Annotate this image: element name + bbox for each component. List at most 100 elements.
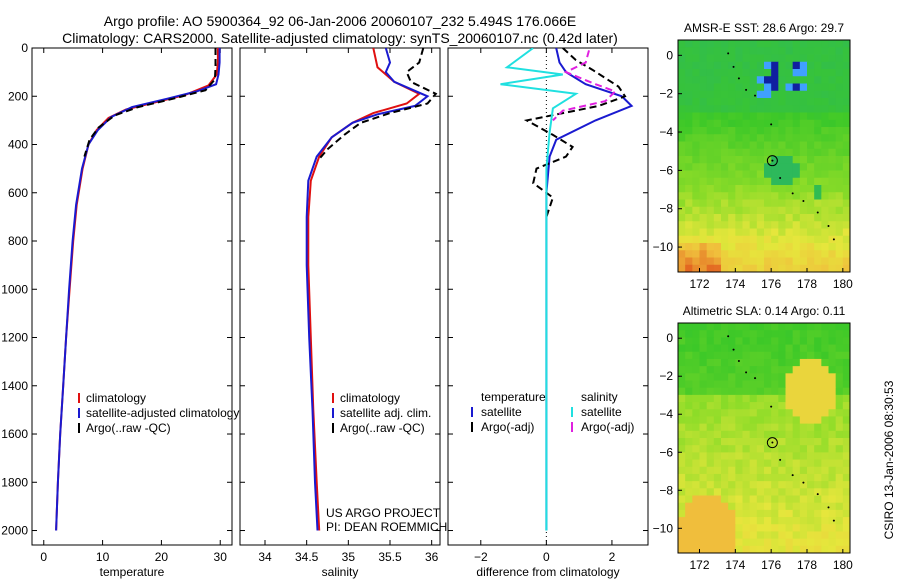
- sst-cell: [814, 235, 822, 244]
- difference-series-salinity-satellite: [500, 48, 579, 531]
- sla-cell: [778, 358, 786, 367]
- sla-cell: [678, 380, 686, 389]
- sst-cell: [678, 264, 686, 273]
- sla-cell: [792, 394, 801, 403]
- sst-cell: [807, 221, 815, 229]
- sla-cell: [721, 438, 729, 446]
- sst-cell: [692, 206, 700, 215]
- sst-cell: [807, 185, 815, 193]
- sst-cell: [828, 177, 837, 186]
- sst-cell: [756, 54, 765, 63]
- sla-cell: [721, 323, 729, 331]
- sla-cell: [778, 344, 786, 353]
- sla-cell: [771, 538, 779, 547]
- sst-track-point: [791, 192, 794, 195]
- sst-cell: [785, 243, 794, 251]
- sst-cell: [742, 257, 751, 266]
- sst-cell: [706, 105, 715, 113]
- sla-cell: [785, 330, 794, 338]
- sst-cell: [792, 243, 801, 251]
- sla-cell: [828, 380, 837, 389]
- sst-cell: [728, 134, 736, 142]
- sst-cell: [735, 250, 743, 258]
- sst-cell: [792, 228, 801, 237]
- sla-cell: [728, 323, 736, 331]
- sla-cell: [771, 430, 779, 439]
- sst-cell: [821, 228, 829, 237]
- sst-cell: [835, 177, 844, 186]
- sst-cell: [699, 69, 708, 77]
- sla-cell: [814, 524, 822, 532]
- sst-cell: [771, 69, 779, 77]
- sla-cell: [699, 509, 708, 518]
- sst-cell: [771, 40, 779, 48]
- sst-cell: [821, 264, 829, 273]
- sla-track-point: [737, 360, 740, 363]
- sla-cell: [778, 466, 786, 475]
- sla-cell: [728, 344, 736, 353]
- sst-cell: [756, 83, 765, 92]
- sst-cell: [807, 206, 815, 215]
- sst-cell: [792, 214, 801, 222]
- sst-cell: [785, 105, 794, 113]
- salinity-legend-label: Argo(..raw -QC): [340, 421, 425, 435]
- temperature-ytick-label: 600: [8, 186, 28, 200]
- sst-cell: [814, 61, 822, 70]
- sst-cell: [842, 76, 851, 84]
- temperature-ytick-label: 1600: [1, 427, 28, 441]
- sst-cell: [842, 141, 851, 150]
- sst-cell: [785, 250, 794, 258]
- sla-cell: [835, 531, 844, 540]
- sla-cell: [807, 337, 815, 346]
- sla-cell: [828, 531, 837, 540]
- sst-cell: [713, 61, 722, 70]
- sla-cell: [699, 524, 708, 532]
- sst-cell: [692, 235, 700, 244]
- sst-cell: [778, 264, 786, 273]
- sst-cell: [778, 134, 786, 142]
- sla-cell: [799, 502, 808, 511]
- sla-cell: [742, 459, 751, 468]
- sst-cell: [842, 177, 851, 186]
- difference-xtick-label: −2: [474, 550, 488, 564]
- sst-cell: [807, 199, 815, 208]
- sla-cell: [807, 538, 815, 547]
- sla-cell: [749, 387, 758, 396]
- sla-cell: [728, 351, 736, 360]
- sla-cell: [828, 358, 837, 367]
- sst-cell: [699, 192, 708, 200]
- sst-cell: [749, 83, 758, 92]
- sst-cell: [807, 112, 815, 121]
- sla-cell: [742, 351, 751, 360]
- sla-cell: [799, 337, 808, 346]
- sst-cell: [742, 163, 751, 171]
- sla-cell: [814, 394, 822, 403]
- sst-cell: [799, 250, 808, 258]
- sst-cell: [728, 90, 736, 99]
- sla-cell: [828, 502, 837, 511]
- sst-cell: [678, 163, 686, 171]
- sst-cell: [785, 54, 794, 63]
- sla-cell: [685, 495, 693, 504]
- sst-cell: [828, 47, 837, 55]
- sst-cell: [706, 177, 715, 186]
- sla-cell: [807, 438, 815, 446]
- sla-cell: [814, 459, 822, 468]
- sst-cell: [735, 214, 743, 222]
- sst-cell: [742, 199, 751, 208]
- sst-cell: [699, 148, 708, 157]
- sla-cell: [756, 330, 765, 338]
- sst-cell: [713, 192, 722, 200]
- sla-cell: [756, 409, 765, 417]
- sla-cell: [756, 509, 765, 518]
- sla-cell: [728, 423, 736, 432]
- sla-cell: [735, 402, 743, 410]
- sst-cell: [807, 141, 815, 150]
- sla-cell: [814, 330, 822, 338]
- sla-cell: [756, 517, 765, 525]
- sst-cell: [735, 228, 743, 237]
- sst-cell: [749, 119, 758, 128]
- sla-cell: [721, 473, 729, 482]
- sst-cell: [735, 69, 743, 77]
- sst-cell: [749, 98, 758, 106]
